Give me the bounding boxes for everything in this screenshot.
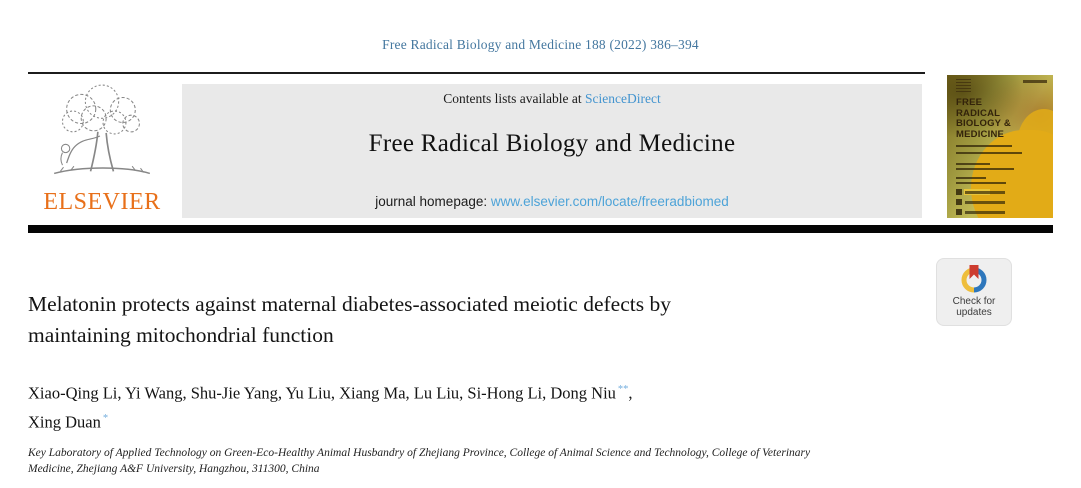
cover-text-placeholder [965, 210, 1005, 214]
cover-text-placeholder [956, 168, 1014, 170]
crossmark-label-line1: Check for [952, 296, 996, 307]
affiliation: Key Laboratory of Applied Technology on … [28, 446, 948, 477]
elsevier-logo: ELSEVIER [28, 84, 176, 218]
homepage-label: journal homepage: [375, 194, 491, 209]
author-names: Xing Duan [28, 412, 101, 431]
sciencedirect-link[interactable]: ScienceDirect [585, 91, 661, 106]
cover-issn-placeholder [1023, 80, 1047, 83]
affiliation-line1: Key Laboratory of Applied Technology on … [28, 447, 811, 459]
homepage-url-link[interactable]: www.elsevier.com/locate/freeradbiomed [490, 194, 729, 209]
elsevier-tree-icon [53, 84, 151, 175]
crossmark-icon [961, 265, 987, 293]
contents-prefix: Contents lists available at [443, 91, 585, 106]
cover-text-placeholder [956, 182, 1006, 184]
corresponding-author-marker[interactable]: ** [617, 384, 629, 395]
article-title: Melatonin protects against maternal diab… [28, 289, 958, 351]
journal-cover-thumbnail: FREE RADICAL BIOLOGY & MEDICINE [947, 75, 1053, 218]
cover-logo-placeholder [956, 199, 962, 205]
journal-title: Free Radical Biology and Medicine [368, 130, 736, 157]
article-title-line1: Melatonin protects against maternal diab… [28, 292, 671, 316]
author-names: Xiao-Qing Li, Yi Wang, Shu-Jie Yang, Yu … [28, 383, 616, 403]
author-list: Xiao-Qing Li, Yi Wang, Shu-Jie Yang, Yu … [28, 377, 958, 434]
cover-text-placeholder [956, 152, 1022, 154]
cover-publisher-mark [956, 79, 971, 93]
elsevier-wordmark: ELSEVIER [43, 189, 161, 215]
cover-journal-title: FREE RADICAL BIOLOGY & MEDICINE [956, 97, 1011, 140]
author-separator: , [628, 383, 633, 403]
crossmark-label-line2: updates [956, 307, 992, 318]
author-line2: Xing Duan * [28, 406, 958, 435]
cover-text-placeholder [965, 200, 1005, 204]
cover-text-placeholder [956, 177, 986, 179]
cover-logo-placeholder [956, 189, 962, 195]
running-head-citation: Free Radical Biology and Medicine 188 (2… [382, 37, 699, 52]
masthead-divider-bar [28, 225, 1053, 233]
header-divider [28, 72, 925, 74]
cover-text-placeholder [965, 190, 1005, 194]
affiliation-line2: Medicine, Zhejiang A&F University, Hangz… [28, 462, 320, 475]
cover-logo-placeholder [956, 209, 962, 215]
article-title-line2: maintaining mitochondrial function [28, 323, 334, 347]
cover-text-placeholder [956, 163, 990, 165]
contents-line: Contents lists available at ScienceDirec… [182, 91, 922, 107]
cover-text-placeholder [956, 145, 1012, 147]
journal-banner: Contents lists available at ScienceDirec… [182, 84, 922, 218]
corresponding-author-marker[interactable]: * [102, 412, 109, 424]
check-for-updates-badge[interactable]: Check for updates [936, 258, 1012, 326]
homepage-line: journal homepage: www.elsevier.com/locat… [182, 194, 922, 209]
author-line1: Xiao-Qing Li, Yi Wang, Shu-Jie Yang, Yu … [28, 377, 958, 406]
